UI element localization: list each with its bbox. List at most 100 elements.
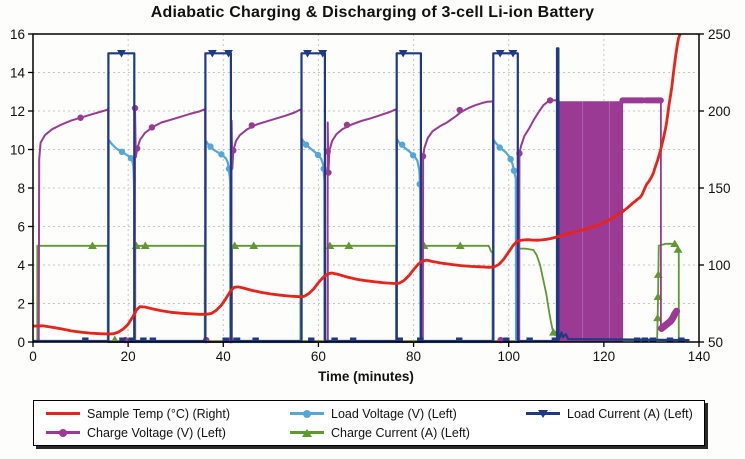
- circle-marker: [325, 169, 332, 176]
- x-tick-label: 80: [406, 349, 421, 364]
- triangle-up-marker: [230, 241, 240, 249]
- y-left-tick-label: 14: [10, 65, 26, 80]
- legend-label: Load Current (A) (Left): [567, 406, 693, 421]
- triangle-down-marker: [318, 50, 328, 58]
- y-left-tick-label: 0: [17, 335, 25, 350]
- legend-entry-sample-temp-c-right: Sample Temp (°C) (Right): [46, 407, 290, 421]
- circle-marker: [409, 152, 417, 159]
- triangle-down-marker: [207, 50, 217, 58]
- square-marker: [503, 337, 510, 342]
- series-charge-voltage-pulses: [558, 101, 624, 342]
- x-tick-label: 100: [497, 349, 520, 364]
- x-tick-label: 140: [688, 349, 711, 364]
- legend-circle-icon: [303, 409, 311, 418]
- square-marker: [140, 337, 147, 342]
- x-axis-title: Time (minutes): [318, 369, 414, 384]
- circle-marker: [343, 121, 351, 129]
- square-marker: [222, 337, 229, 342]
- square-marker: [551, 337, 559, 342]
- circle-marker: [77, 114, 84, 121]
- circle-marker: [118, 148, 126, 156]
- triangle-down-marker: [224, 50, 233, 58]
- legend-line-sample: [290, 409, 324, 418]
- legend-entry-charge-voltage-v-left: Charge Voltage (V) (Left): [46, 426, 290, 440]
- circle-marker: [133, 145, 141, 152]
- circle-marker: [507, 155, 514, 163]
- square-marker: [633, 337, 641, 342]
- legend-label: Charge Voltage (V) (Left): [87, 425, 226, 440]
- legend-entry-charge-current-a-left: Charge Current (A) (Left): [290, 426, 526, 440]
- square-marker: [233, 337, 241, 342]
- square-marker: [128, 337, 135, 342]
- square-marker: [252, 337, 259, 342]
- y-left-tick-label: 8: [17, 181, 25, 196]
- square-marker: [666, 337, 674, 342]
- y-left-tick-label: 6: [17, 219, 25, 234]
- x-tick-label: 40: [216, 349, 231, 364]
- y-right-tick-label: 100: [708, 258, 731, 273]
- square-marker: [149, 337, 157, 342]
- triangle-up-marker: [673, 245, 683, 253]
- circle-marker: [302, 141, 310, 148]
- y-left-tick-label: 12: [10, 104, 25, 119]
- circle-marker: [207, 143, 214, 150]
- y-right-tick-label: 150: [708, 181, 731, 196]
- y-right-tick-label: 50: [708, 335, 723, 350]
- series-sample-temp-line: [32, 33, 682, 336]
- square-marker: [308, 337, 315, 342]
- triangle-up-marker: [88, 241, 97, 249]
- y-left-tick-label: 4: [17, 258, 25, 273]
- triangle-down-marker: [508, 50, 518, 58]
- square-marker: [349, 337, 357, 342]
- circle-marker: [546, 97, 554, 104]
- series-charge-voltage-line: [37, 99, 560, 343]
- y-left-tick-label: 10: [10, 142, 25, 157]
- chart-legend: Sample Temp (°C) (Right) Load Voltage (V)…: [33, 400, 705, 446]
- circle-marker: [127, 154, 135, 162]
- x-tick-label: 120: [593, 349, 616, 364]
- x-tick-label: 20: [121, 349, 136, 364]
- square-marker: [331, 337, 338, 342]
- triangle-down-marker: [303, 50, 312, 58]
- x-tick-label: 60: [311, 349, 326, 364]
- triangle-down-marker: [117, 50, 126, 58]
- square-marker: [82, 337, 89, 342]
- legend-label: Sample Temp (°C) (Right): [87, 406, 230, 421]
- square-marker: [641, 337, 648, 342]
- triangle-up-marker: [670, 239, 680, 248]
- legend-circle-icon: [59, 428, 67, 437]
- circle-marker: [398, 141, 406, 148]
- legend-triangle-up-icon: [302, 428, 312, 437]
- circle-marker: [314, 151, 322, 159]
- x-tick-label: 0: [29, 349, 37, 364]
- y-right-tick-label: 250: [708, 27, 731, 42]
- square-marker: [456, 337, 463, 342]
- legend-line-sample: [46, 428, 80, 437]
- legend-line-sample: [46, 412, 80, 415]
- legend-triangle-down-icon: [538, 409, 548, 418]
- y-left-tick-label: 2: [17, 296, 25, 311]
- triangle-up-marker: [549, 328, 558, 336]
- y-left-tick-label: 16: [10, 27, 25, 42]
- square-marker: [417, 337, 424, 342]
- square-marker: [678, 337, 685, 342]
- circle-marker: [456, 106, 463, 114]
- series-charge-voltage-thick-segment: [657, 307, 681, 332]
- triangle-up-marker: [249, 241, 259, 249]
- square-marker: [119, 337, 126, 342]
- legend-entry-load-voltage-v-left: Load Voltage (V) (Left): [290, 407, 526, 421]
- chart-title: Adiabatic Charging & Discharging of 3-ce…: [150, 4, 595, 21]
- legend-label: Charge Current (A) (Left): [331, 425, 470, 440]
- triangle-down-marker: [398, 50, 408, 58]
- square-marker: [396, 337, 403, 342]
- y-right-tick-label: 200: [708, 104, 731, 119]
- legend-entry-load-current-a-left: Load Current (A) (Left): [526, 407, 704, 421]
- legend-line-sample: [290, 428, 324, 437]
- legend-line-sample: [526, 409, 560, 418]
- triangle-up-marker: [653, 313, 663, 322]
- triangle-up-marker: [455, 241, 465, 249]
- square-marker: [526, 337, 533, 342]
- circle-marker: [324, 148, 331, 155]
